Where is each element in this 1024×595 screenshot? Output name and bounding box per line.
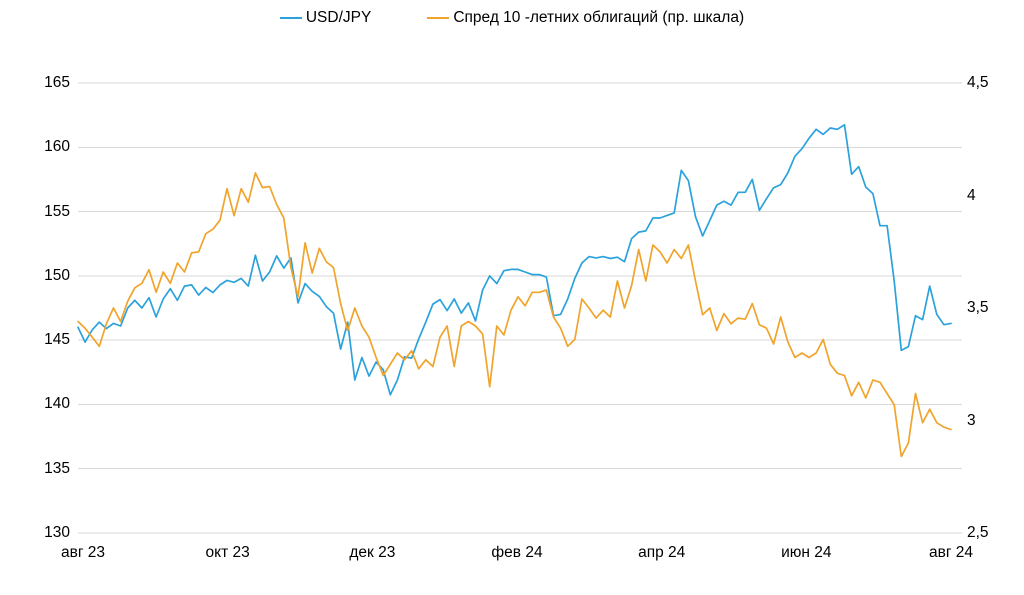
legend-line-swatch-spread [427,17,450,19]
x-axis-label: окт 23 [205,544,250,561]
series-line-spread [77,172,952,458]
y-axis-left-label: 155 [44,202,70,220]
legend-label-spread: Спред 10 -летних облигаций (пр. шкала) [453,9,745,26]
x-axis-label: июн 24 [781,544,832,561]
y-axis-left-label: 140 [44,395,70,413]
y-axis-right-label: 3 [967,411,976,429]
x-axis-label: апр 24 [638,544,686,561]
x-axis-label: авг 24 [928,544,974,561]
legend-item-spread: Спред 10 -летних облигаций (пр. шкала) [427,9,744,27]
plot-area [77,82,962,534]
y-axis-left-label: 160 [44,138,70,156]
y-axis-left-label: 145 [44,331,70,349]
y-axis-left-label: 165 [44,74,70,91]
legend-label-usdjpy: USD/JPY [305,9,372,26]
y-axis-right-label: 3,5 [967,299,989,316]
x-axis-label: авг 23 [60,544,106,561]
legend-item-usdjpy: USD/JPY [279,9,372,27]
legend-line-swatch-usdjpy [279,17,302,19]
legend: USD/JPY Спред 10 -летних облигаций (пр. … [0,9,1024,27]
series-line-usdjpy [77,123,952,396]
y-axis-left-label: 135 [44,459,70,477]
y-axis-left-label: 130 [44,524,70,541]
y-axis-left-label: 150 [44,266,70,284]
y-axis-right-label: 2,5 [967,524,989,541]
y-axis-right-label: 4,5 [967,74,989,91]
x-axis-label: фев 24 [491,544,543,561]
y-axis-right-label: 4 [967,186,976,204]
series-plot [77,82,962,534]
x-axis-label: дек 23 [349,544,396,561]
